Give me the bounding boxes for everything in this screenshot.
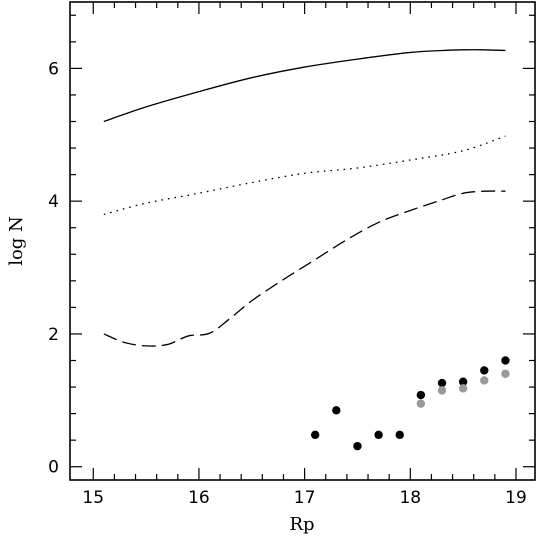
x-tick-label: 16 bbox=[188, 488, 210, 508]
data-point-black bbox=[353, 441, 362, 451]
data-point-black bbox=[416, 390, 426, 400]
y-axis-title: log N bbox=[6, 216, 27, 266]
data-point-black bbox=[374, 430, 383, 440]
ticks-layer: 15 16 17 18 19 0 2 4 6 bbox=[48, 2, 535, 508]
data-point-black bbox=[437, 378, 447, 388]
data-point-black bbox=[458, 377, 468, 386]
series-layer bbox=[103, 49, 506, 347]
y-tick-label: 0 bbox=[48, 458, 59, 478]
x-tick-label: 17 bbox=[294, 488, 316, 508]
data-point-black bbox=[310, 430, 320, 440]
y-tick-label: 2 bbox=[48, 325, 59, 345]
series-line-dashed bbox=[103, 190, 506, 347]
data-point-grey bbox=[458, 384, 468, 393]
series-line-solid bbox=[103, 49, 506, 123]
data-point-black bbox=[480, 366, 489, 375]
y-tick-label: 4 bbox=[48, 192, 59, 212]
x-tick-label: 19 bbox=[505, 488, 527, 508]
data-point-grey bbox=[437, 386, 447, 395]
data-point-grey bbox=[480, 376, 489, 385]
x-tick-label: 18 bbox=[399, 488, 421, 508]
y-tick-label: 6 bbox=[48, 59, 59, 79]
points-layer bbox=[310, 356, 510, 451]
data-point-black bbox=[501, 356, 510, 365]
data-point-grey bbox=[416, 399, 426, 408]
data-point-black bbox=[395, 430, 404, 440]
x-tick-label: 15 bbox=[82, 488, 104, 508]
data-point-grey bbox=[501, 369, 510, 378]
series-line-dotted bbox=[103, 135, 506, 216]
data-point-black bbox=[332, 406, 341, 415]
plot-frame bbox=[69, 1, 536, 481]
x-axis-title: Rp bbox=[289, 514, 314, 535]
